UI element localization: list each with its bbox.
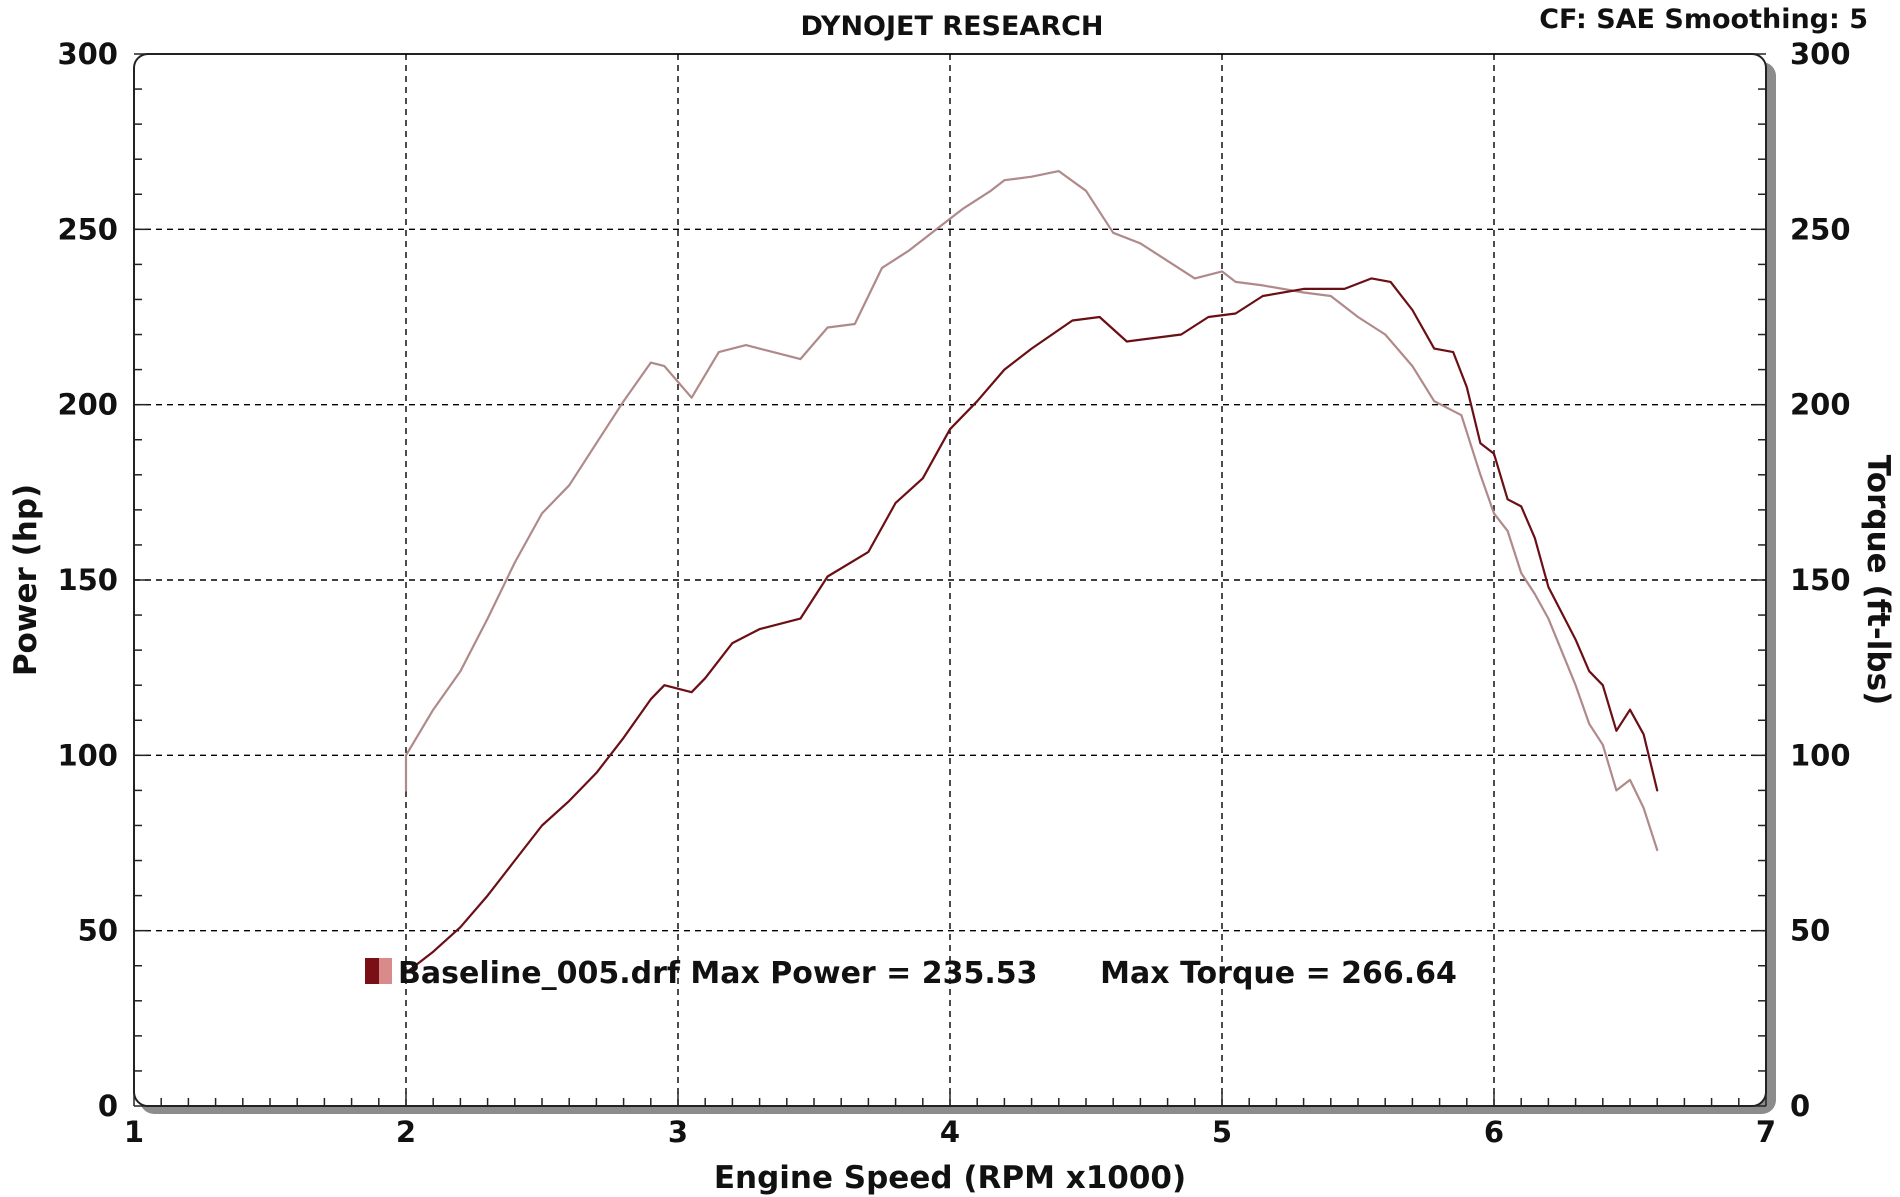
y-axis-title: Power (hp): [8, 484, 44, 676]
legend: Baseline_005.drf Max Power = 235.53 Max …: [365, 956, 1457, 991]
x-tick-label: 3: [668, 1115, 688, 1149]
legend-swatch-dark: [365, 958, 379, 984]
grid-lines: [134, 54, 1766, 1106]
legend-swatch-light: [379, 958, 392, 984]
y2-tick-label: 100: [1790, 738, 1851, 772]
legend-text: Baseline_005.drf Max Power = 235.53 Max …: [398, 956, 1457, 991]
chart-title: DYNOJET RESEARCH: [800, 11, 1103, 42]
power-series-line: [404, 277, 1659, 974]
torque-series-line: [404, 170, 1659, 852]
y-tick-label: 100: [57, 738, 118, 772]
x-tick-label: 6: [1484, 1115, 1504, 1149]
y2-tick-label: 200: [1790, 388, 1851, 422]
correction-factor-label: CF: SAE Smoothing: 5: [1539, 4, 1868, 35]
y-tick-label: 200: [57, 388, 118, 422]
x-tick-label: 7: [1756, 1115, 1776, 1149]
series-lines: [404, 170, 1659, 974]
y2-tick-label: 150: [1790, 563, 1851, 597]
y2-axis-title: Torque (ft-lbs): [1860, 455, 1896, 705]
tick-labels: 1 2 3 4 5 6 7050100150200250300050100150200250…: [57, 37, 1850, 1149]
y2-tick-label: 300: [1790, 37, 1851, 71]
y2-tick-label: 250: [1790, 212, 1851, 246]
y2-tick-label: 50: [1790, 914, 1830, 948]
x-tick-label: 1: [124, 1115, 144, 1149]
minor-ticks: [133, 53, 1767, 1107]
y2-tick-label: 0: [1790, 1089, 1810, 1123]
x-tick-label: 5: [1212, 1115, 1232, 1149]
x-tick-label: 4: [940, 1115, 960, 1149]
y-tick-label: 0: [98, 1089, 118, 1123]
x-axis-title: Engine Speed (RPM x1000): [714, 1160, 1186, 1196]
y-tick-label: 300: [57, 37, 118, 71]
y-tick-label: 50: [78, 914, 118, 948]
x-tick-label: 2: [396, 1115, 416, 1149]
y-tick-label: 250: [57, 212, 118, 246]
y-tick-label: 150: [57, 563, 118, 597]
